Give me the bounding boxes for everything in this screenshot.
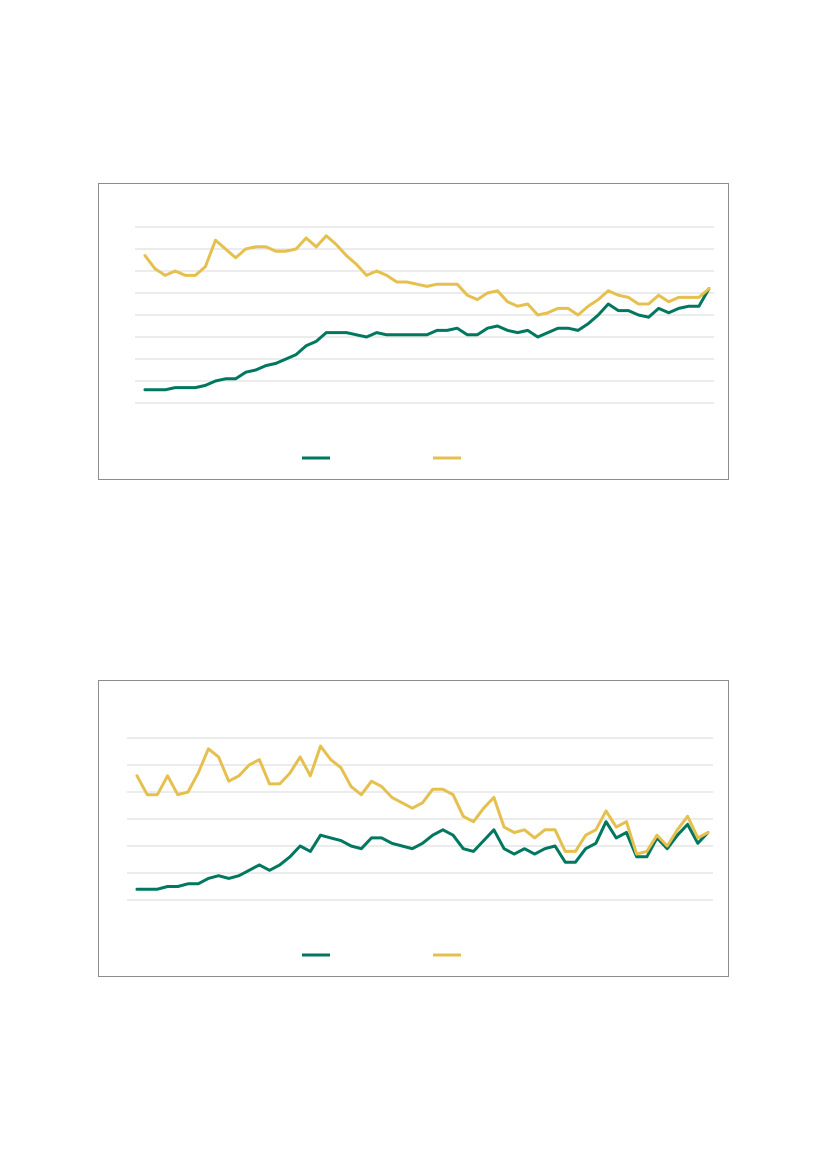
- chart-frame: [98, 183, 729, 480]
- series-line: [143, 234, 711, 317]
- series-line: [135, 744, 710, 856]
- chart-frame: [98, 680, 729, 977]
- series-line: [143, 287, 711, 392]
- series-line: [135, 820, 710, 891]
